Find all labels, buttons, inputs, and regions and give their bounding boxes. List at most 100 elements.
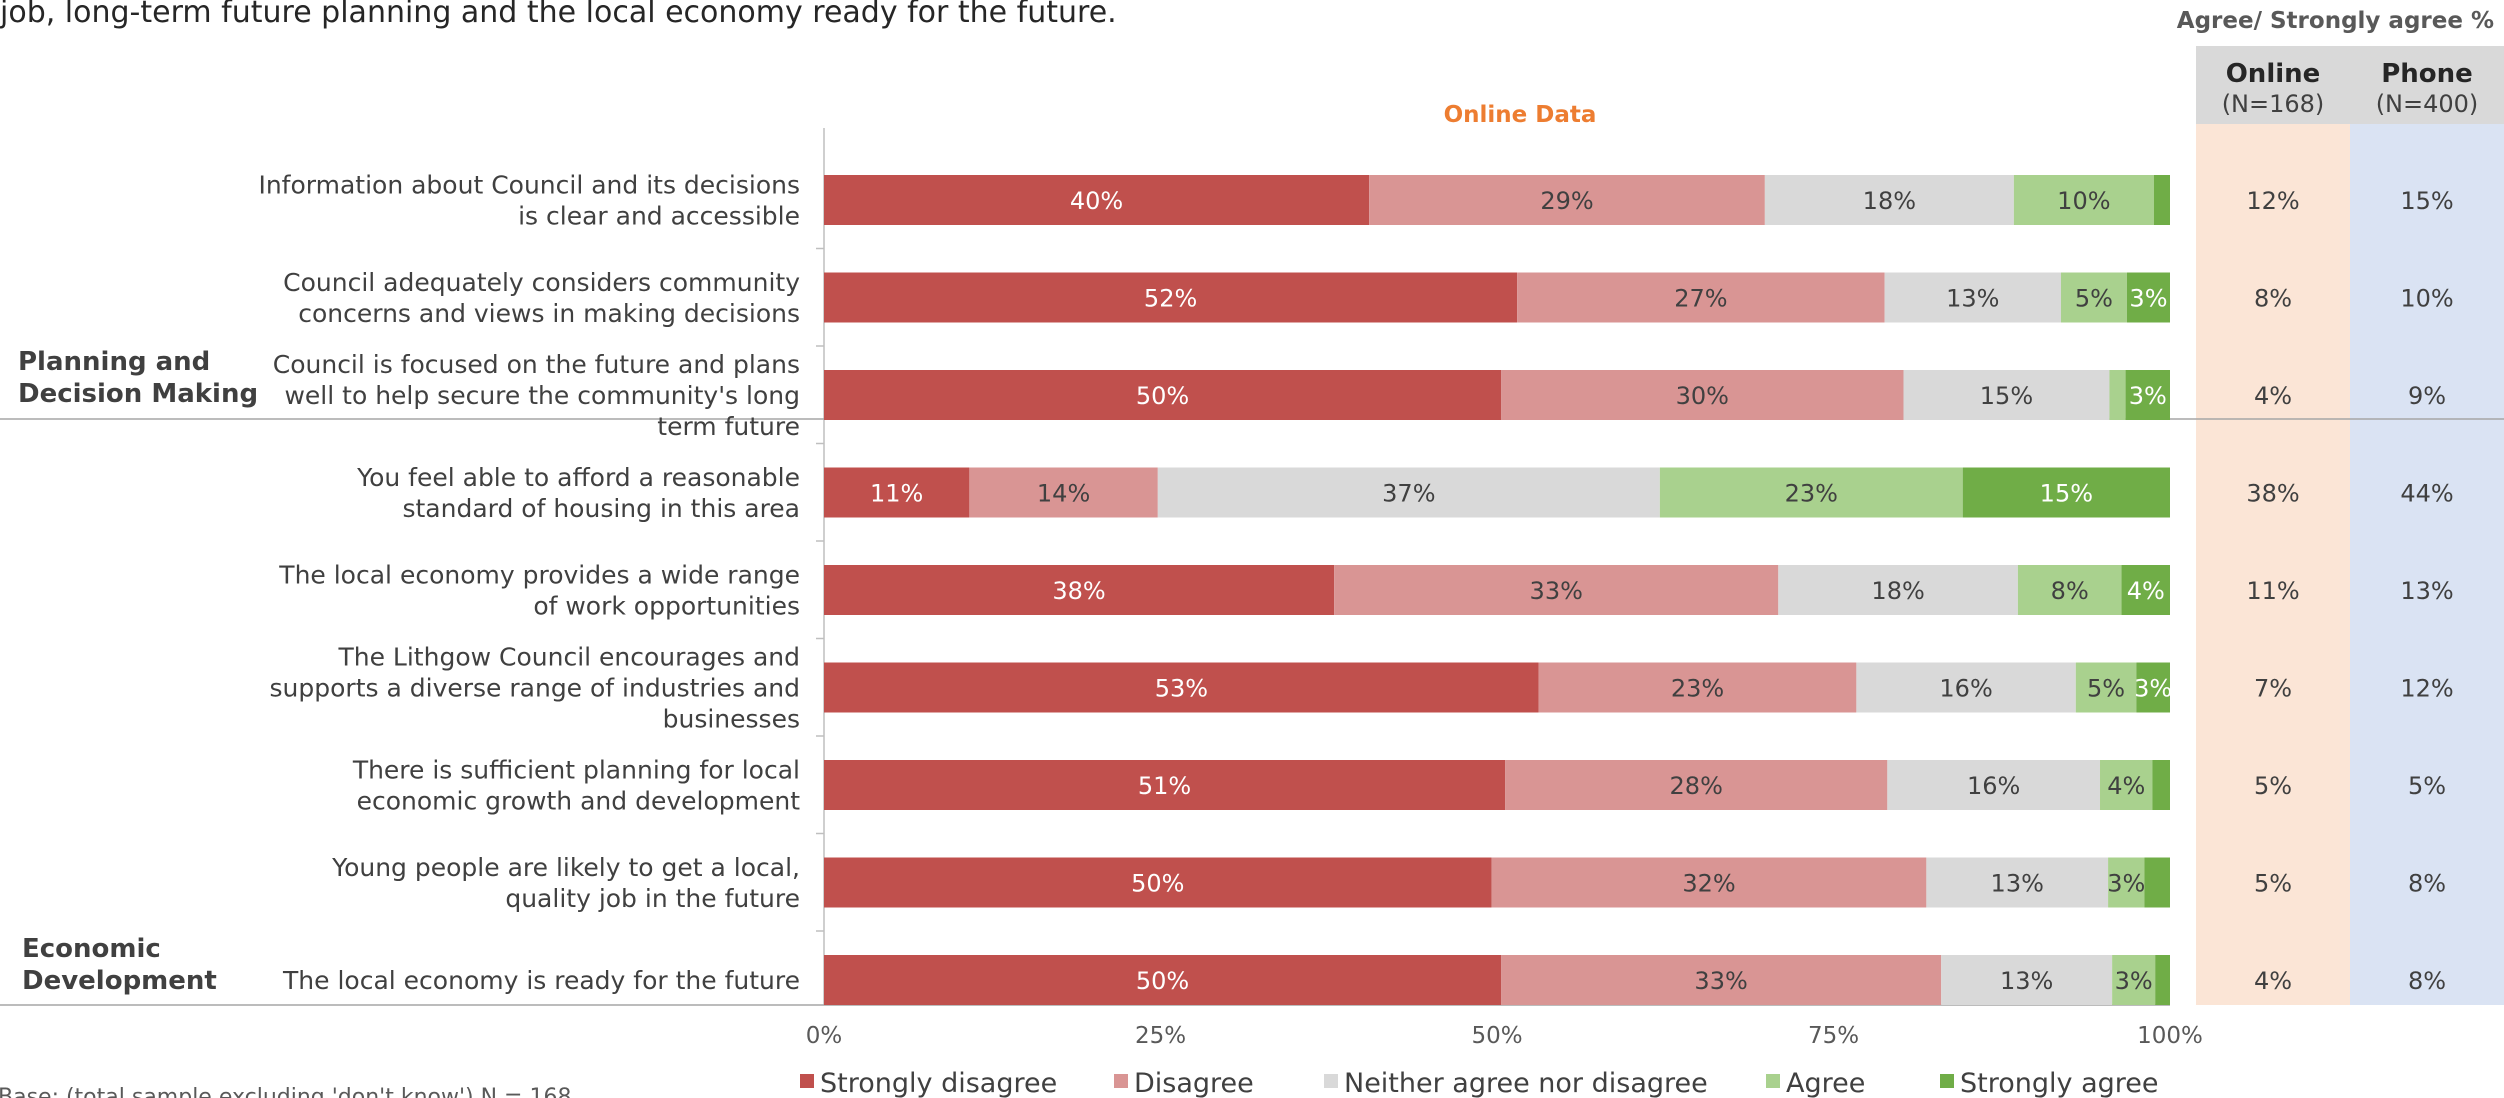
bar-segment (824, 760, 1506, 810)
bar-segment (1334, 565, 1779, 615)
phone-value: 8% (2408, 967, 2446, 995)
data-label: 29% (1540, 187, 1593, 215)
x-tick-label: 100% (2137, 1023, 2203, 1049)
page-title: job, long-term future planning and the l… (0, 0, 1117, 30)
online-value: 7% (2254, 675, 2292, 703)
data-label: 53% (1155, 675, 1208, 703)
chart-subtitle: Online Data (1444, 102, 1597, 128)
bar-segment (1962, 467, 2170, 518)
category-label: Information about Council and its decisi… (258, 171, 800, 200)
data-label: 37% (1382, 480, 1435, 508)
phone-value: 12% (2400, 675, 2453, 703)
x-tick-label: 50% (1471, 1023, 1522, 1049)
phone-column-n: (N=400) (2376, 90, 2479, 118)
bar-segment (1538, 662, 1857, 713)
online-value: 8% (2254, 285, 2292, 313)
bar-segment (1941, 955, 2113, 1005)
category-label: The local economy is ready for the futur… (282, 966, 800, 995)
group-label: Development (22, 966, 217, 996)
bar-segment (824, 857, 1492, 908)
online-column-bg (2196, 124, 2350, 1005)
phone-value: 15% (2400, 187, 2453, 215)
bar-segment (1501, 370, 1904, 420)
bar-segment (824, 370, 1502, 420)
phone-value: 5% (2408, 772, 2446, 800)
legend-swatch (1940, 1074, 1954, 1088)
data-label: 16% (1967, 772, 2020, 800)
bar-segment (2108, 857, 2145, 908)
table-caption: Agree/ Strongly agree % (2177, 8, 2494, 34)
bar-segment (2155, 955, 2170, 1005)
bar-segment (1505, 760, 1888, 810)
legend-swatch (1766, 1074, 1780, 1088)
data-label: 3% (2115, 967, 2153, 995)
bar-segment (2013, 175, 2154, 225)
bar-segment (824, 467, 970, 518)
online-value: 4% (2254, 382, 2292, 410)
data-label: 32% (1682, 870, 1735, 898)
data-label: 3% (2129, 382, 2167, 410)
data-label: 5% (2087, 675, 2125, 703)
bar-segment (2144, 857, 2170, 908)
data-label: 13% (1946, 285, 1999, 313)
data-label: 5% (2075, 285, 2113, 313)
bar-segment (2112, 955, 2156, 1005)
phone-value: 9% (2408, 382, 2446, 410)
data-label: 50% (1136, 967, 1189, 995)
bar-segment (2152, 760, 2170, 810)
online-value: 12% (2246, 187, 2299, 215)
category-label: well to help secure the community's long (284, 381, 800, 410)
category-label: concerns and views in making decisions (298, 299, 800, 328)
category-label: businesses (663, 705, 800, 734)
bar-segment (1369, 175, 1765, 225)
phone-column-title: Phone (2381, 59, 2473, 89)
data-label: 13% (2000, 967, 2053, 995)
category-label: You feel able to afford a reasonable (356, 463, 800, 492)
data-label: 15% (1980, 382, 2033, 410)
data-label: 30% (1676, 382, 1729, 410)
category-label: term future (657, 412, 800, 441)
bar-segment (1517, 272, 1885, 323)
bar-segment (824, 955, 1502, 1005)
category-label: economic growth and development (357, 787, 801, 816)
bar-segment (1501, 955, 1942, 1005)
data-label: 16% (1939, 675, 1992, 703)
bar-segment (2109, 370, 2126, 420)
bar-segment (2060, 272, 2127, 323)
phone-value: 10% (2400, 285, 2453, 313)
category-label: standard of housing in this area (402, 494, 800, 523)
category-label: is clear and accessible (518, 202, 800, 231)
legend-label: Strongly disagree (820, 1068, 1057, 1098)
phone-value: 44% (2400, 480, 2453, 508)
data-label: 4% (2107, 772, 2145, 800)
category-label: The local economy provides a wide range (278, 561, 800, 590)
x-tick-label: 25% (1135, 1023, 1186, 1049)
group-label: Planning and (18, 347, 210, 377)
x-tick-label: 0% (806, 1023, 843, 1049)
x-tick-label: 75% (1808, 1023, 1859, 1049)
bar-segment (1926, 857, 2109, 908)
bar-segment (2136, 662, 2170, 713)
bar-segment (1903, 370, 2110, 420)
category-label: Council adequately considers community (283, 268, 800, 297)
online-header-bg (2196, 46, 2350, 124)
data-label: 18% (1871, 577, 1924, 605)
category-label: Young people are likely to get a local, (331, 853, 800, 882)
data-label: 15% (2040, 480, 2093, 508)
data-label: 27% (1674, 285, 1727, 313)
legend-swatch (800, 1074, 814, 1088)
bar-segment (2017, 565, 2122, 615)
category-label: Council is focused on the future and pla… (273, 350, 800, 379)
data-label: 28% (1670, 772, 1723, 800)
phone-value: 13% (2400, 577, 2453, 605)
data-label: 4% (2127, 577, 2165, 605)
data-label: 13% (1991, 870, 2044, 898)
bar-segment (2153, 175, 2170, 225)
plot-area: Online(N=168) Phone(N=400) 0% 25% 50% 75% 100%… (0, 46, 2504, 1098)
data-label: 10% (2057, 187, 2110, 215)
legend-swatch (1324, 1074, 1338, 1088)
footnote: Base: (total sample excluding 'don't kno… (0, 1085, 571, 1098)
category-label: supports a diverse range of industries a… (270, 674, 800, 703)
data-label: 23% (1785, 480, 1838, 508)
